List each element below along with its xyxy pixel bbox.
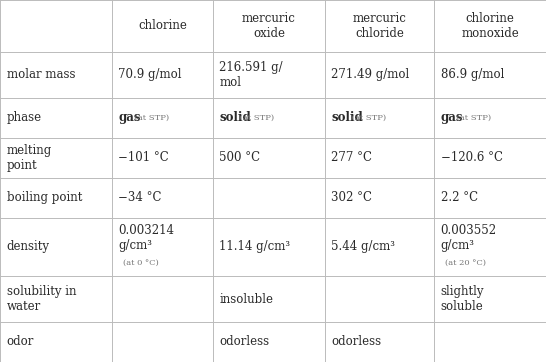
Text: slightly
soluble: slightly soluble — [441, 285, 484, 313]
Text: gas: gas — [441, 111, 463, 124]
Text: mercuric
oxide: mercuric oxide — [242, 12, 296, 40]
Text: (at 0 °C): (at 0 °C) — [123, 259, 158, 267]
Text: boiling point: boiling point — [7, 191, 82, 204]
Text: 302 °C: 302 °C — [331, 191, 372, 204]
Text: (at STP): (at STP) — [454, 114, 491, 122]
Text: chlorine: chlorine — [138, 19, 187, 32]
Text: 216.591 g/
mol: 216.591 g/ mol — [219, 61, 283, 89]
Text: 0.003552
g/cm³: 0.003552 g/cm³ — [441, 224, 497, 252]
Text: mercuric
chloride: mercuric chloride — [353, 12, 406, 40]
Text: odorless: odorless — [219, 336, 270, 349]
Text: odorless: odorless — [331, 336, 382, 349]
Text: solid: solid — [331, 111, 363, 124]
Text: gas: gas — [118, 111, 141, 124]
Text: −120.6 °C: −120.6 °C — [441, 151, 503, 164]
Text: 70.9 g/mol: 70.9 g/mol — [118, 68, 182, 81]
Text: (at STP): (at STP) — [237, 114, 274, 122]
Text: insoluble: insoluble — [219, 292, 274, 306]
Text: (at 20 °C): (at 20 °C) — [445, 259, 486, 267]
Text: 271.49 g/mol: 271.49 g/mol — [331, 68, 410, 81]
Text: −101 °C: −101 °C — [118, 151, 169, 164]
Text: (at STP): (at STP) — [132, 114, 169, 122]
Text: −34 °C: −34 °C — [118, 191, 162, 204]
Text: 86.9 g/mol: 86.9 g/mol — [441, 68, 504, 81]
Text: 500 °C: 500 °C — [219, 151, 260, 164]
Text: 277 °C: 277 °C — [331, 151, 372, 164]
Text: molar mass: molar mass — [7, 68, 75, 81]
Text: chlorine
monoxide: chlorine monoxide — [461, 12, 519, 40]
Text: density: density — [7, 240, 50, 253]
Text: 11.14 g/cm³: 11.14 g/cm³ — [219, 240, 290, 253]
Text: solubility in
water: solubility in water — [7, 285, 76, 313]
Text: (at STP): (at STP) — [349, 114, 386, 122]
Text: 0.003214
g/cm³: 0.003214 g/cm³ — [118, 224, 175, 252]
Text: melting
point: melting point — [7, 144, 52, 172]
Text: phase: phase — [7, 111, 41, 124]
Text: solid: solid — [219, 111, 251, 124]
Text: odor: odor — [7, 336, 34, 349]
Text: 5.44 g/cm³: 5.44 g/cm³ — [331, 240, 395, 253]
Text: 2.2 °C: 2.2 °C — [441, 191, 478, 204]
